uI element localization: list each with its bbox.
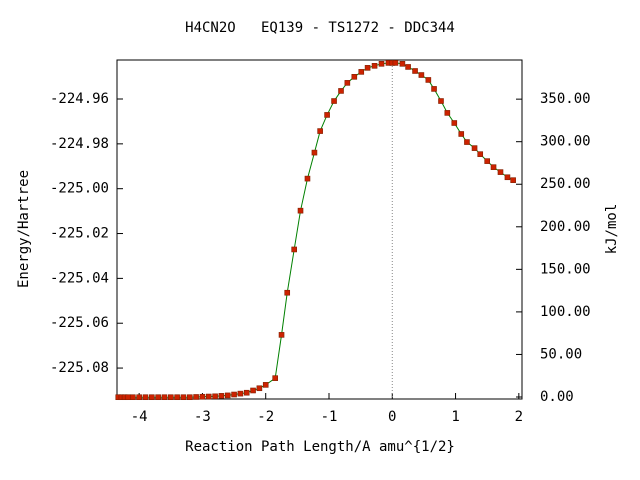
data-point [444,110,451,116]
data-point [130,394,136,401]
y2-tick-label: 100.00 [540,304,591,320]
y2-tick-label: 200.00 [540,219,591,235]
y-tick-label: -225.00 [50,181,109,197]
y-tick-label: -224.98 [50,136,109,152]
data-point [155,394,161,401]
data-point [351,74,358,80]
data-point [431,86,437,92]
data-point [124,394,131,401]
data-point [186,394,193,401]
data-point [399,61,406,67]
data-point [358,69,365,75]
data-point [510,177,516,183]
data-point [180,394,187,401]
data-point [405,64,411,70]
data-point [136,394,142,401]
data-point [412,68,418,74]
y2-tick-label: 300.00 [540,134,591,150]
data-point [174,394,180,401]
y-tick-label: -225.06 [50,315,109,331]
data-point [149,394,155,401]
data-point [256,385,263,392]
y2-axis-label: kJ/mol [604,204,620,255]
data-point [484,158,490,164]
data-point [418,72,425,78]
data-point [458,131,465,137]
y-tick-label: -225.04 [50,270,109,286]
x-tick-label: -2 [257,409,274,425]
x-tick-label: -4 [131,409,148,425]
data-point [297,207,304,214]
y2-tick-label: 350.00 [540,91,591,107]
data-point [371,63,378,69]
data-point [490,164,497,170]
data-point [231,391,237,398]
series-line [118,62,514,398]
data-point [311,149,318,156]
x-tick-label: -1 [321,409,338,425]
x-axis-label: Reaction Path Length/A amu^{1/2} [185,439,455,455]
x-tick-label: 2 [515,409,523,425]
data-point [378,61,385,67]
data-point [284,289,291,296]
x-tick-label: -3 [194,409,211,425]
y-axis-label: Energy/Hartree [16,170,32,288]
data-point [291,246,297,253]
data-point [425,77,432,83]
y-tick-label: -225.08 [50,360,109,376]
data-point [205,393,212,400]
data-point [464,139,470,145]
y2-tick-label: 250.00 [540,176,591,192]
data-point [161,394,168,401]
data-point [218,393,225,399]
x-tick-label: 1 [451,409,459,425]
data-point [262,382,269,388]
data-point [272,375,279,381]
data-point [317,128,323,134]
data-point [497,169,504,175]
data-point [224,392,231,399]
y2-tick-label: 50.00 [540,346,582,362]
x-tick-label: 0 [388,409,396,425]
data-point [338,88,344,94]
data-point [142,394,149,401]
data-point [304,175,311,182]
data-point [278,332,285,338]
data-point [237,390,244,397]
data-point [392,60,399,66]
data-point [193,394,199,400]
data-point [451,120,458,126]
chart-title: H4CN2O EQ139 - TS1272 - DDC344 [185,20,455,36]
data-point [324,112,330,118]
data-point [477,151,484,157]
data-point [438,98,444,104]
data-point [331,98,337,104]
data-point [250,387,256,394]
data-point [344,80,351,86]
y-tick-label: -224.96 [50,91,109,107]
data-point [167,394,174,401]
y-tick-label: -225.02 [50,226,109,242]
y2-tick-label: 150.00 [540,261,591,277]
plot-frame [116,59,523,400]
y2-tick-label: 0.00 [540,389,574,405]
data-point [212,393,218,400]
data-point [471,145,478,151]
data-point [504,174,511,181]
data-point [243,389,250,396]
data-point [364,65,371,71]
data-point [199,393,206,400]
